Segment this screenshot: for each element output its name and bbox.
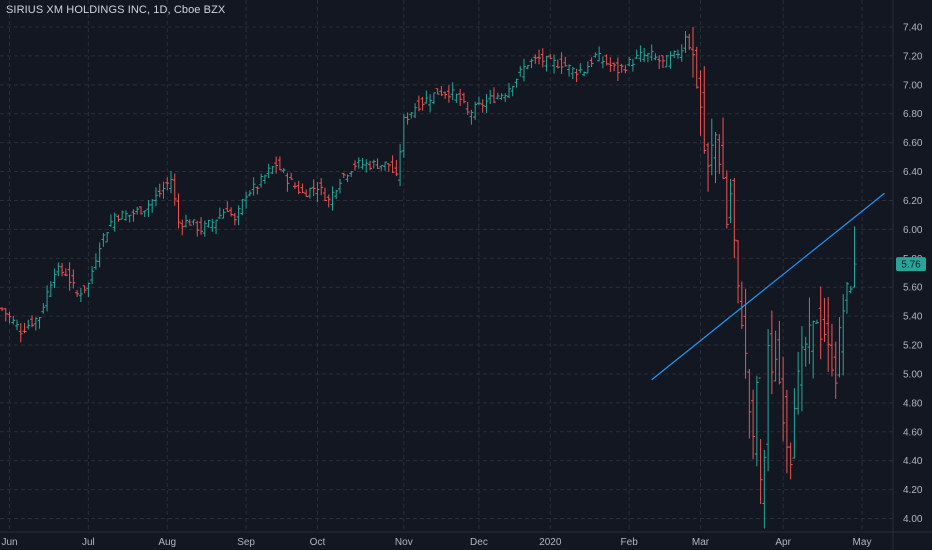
x-tick-label: Apr [775,537,791,548]
y-tick-label: 7.00 [903,80,923,91]
x-tick-label: Nov [395,537,413,548]
y-tick-label: 5.60 [903,283,923,294]
chart-title: SIRIUS XM HOLDINGS INC, 1D, Cboe BZX [6,4,226,16]
y-tick-label: 7.20 [903,51,923,62]
x-tick-label: Dec [470,537,488,548]
y-tick-label: 6.60 [903,138,923,149]
y-tick-label: 4.00 [903,514,923,525]
y-tick-label: 4.20 [903,485,923,496]
y-tick-label: 5.40 [903,312,923,323]
y-tick-label: 5.00 [903,369,923,380]
y-tick-label: 6.40 [903,167,923,178]
x-tick-label: May [853,537,872,548]
x-tick-label: Feb [621,537,639,548]
y-tick-label: 5.20 [903,341,923,352]
x-tick-label: Mar [692,537,710,548]
x-tick-label: 2020 [539,537,562,548]
y-tick-label: 4.60 [903,427,923,438]
trendline[interactable] [651,192,885,381]
y-tick-label: 6.80 [903,109,923,120]
y-tick-label: 6.00 [903,225,923,236]
y-tick-label: 4.80 [903,398,923,409]
last-price-label: 5.76 [901,260,921,271]
y-tick-label: 6.20 [903,196,923,207]
y-tick-label: 4.40 [903,456,923,467]
x-tick-label: Oct [310,537,326,548]
x-tick-label: Sep [237,537,255,548]
y-tick-label: 7.40 [903,23,923,34]
x-tick-label: Jun [1,537,17,548]
x-tick-label: Aug [158,537,176,548]
x-tick-label: Jul [82,537,95,548]
last-price-badge [896,257,926,272]
